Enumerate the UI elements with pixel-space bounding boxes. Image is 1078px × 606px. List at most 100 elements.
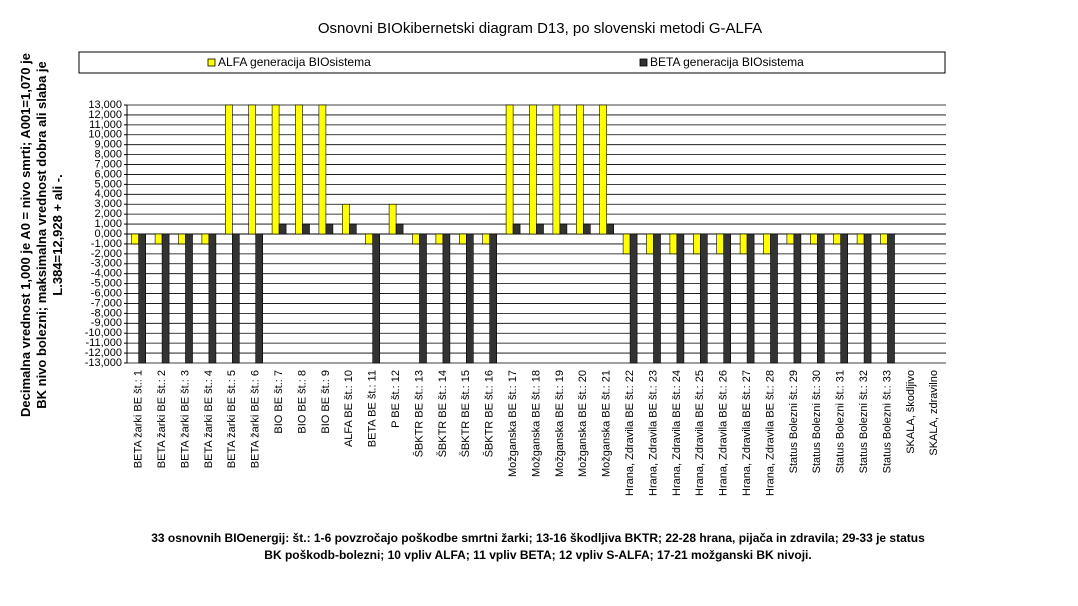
- x-tick-label: BETA žarki BE št.: 2: [156, 370, 168, 468]
- y-tick-label: 2,000: [94, 208, 122, 220]
- bar: [131, 233, 139, 245]
- bar: [599, 104, 608, 235]
- bar: [412, 233, 420, 245]
- y-axis-title: BK nivo bolezni; maksimalna vrednost dob…: [34, 61, 49, 408]
- x-tick-label: BETA žarki BE št.: 6: [250, 370, 262, 468]
- y-tick-label: 7,000: [94, 158, 122, 170]
- x-tick-label: Možganska BE št.: 19: [554, 370, 566, 477]
- x-tick-label: Status Bolezni št.: 32: [858, 370, 870, 473]
- x-tick-label: BETA žarki BE št.: 3: [179, 370, 191, 468]
- bar: [512, 223, 521, 235]
- x-tick-label: Hrana, Zdravila BE št.: 24: [671, 370, 683, 496]
- chart-title: Osnovni BIOkibernetski diagram D13, po s…: [318, 20, 762, 37]
- bar: [552, 104, 561, 235]
- y-axis-title: L.384=12,928 + ali -.: [50, 174, 65, 295]
- x-tick-label: Hrana, Zdravila BE št.: 28: [764, 370, 776, 496]
- y-tick-label: 8,000: [94, 149, 122, 161]
- bar: [138, 233, 146, 364]
- y-tick-label: -5,000: [91, 278, 122, 290]
- bar: [348, 223, 357, 235]
- bar: [225, 104, 233, 235]
- x-tick-label: ŠBKTR BE št.: 15: [459, 370, 472, 457]
- bar: [536, 223, 544, 235]
- y-tick-label: -11,000: [86, 337, 123, 349]
- y-tick-label: -1,000: [91, 238, 122, 250]
- bar: [863, 233, 872, 364]
- x-tick-label: Možganska BE št.: 20: [577, 370, 589, 477]
- x-tick-label: P BE št.: 12: [390, 370, 402, 428]
- y-tick-label: 12,000: [88, 109, 122, 121]
- legend-swatch: [639, 58, 648, 67]
- bar: [325, 223, 334, 235]
- y-axis-title: Decimalna vrednost 1,000 je A0 = nivo sm…: [18, 53, 33, 417]
- bar: [232, 233, 240, 364]
- bar: [529, 104, 537, 235]
- bar: [465, 233, 474, 364]
- bar: [419, 233, 427, 364]
- bar: [255, 233, 263, 364]
- bar: [880, 233, 888, 245]
- bar: [770, 233, 778, 364]
- bar: [395, 223, 404, 235]
- legend-label: BETA generacija BIOsistema: [650, 55, 804, 69]
- bar: [739, 233, 748, 255]
- y-tick-label: 6,000: [94, 168, 122, 180]
- legend-swatch: [207, 58, 216, 67]
- bar: [746, 233, 755, 364]
- bar: [793, 233, 802, 364]
- y-tick-label: -6,000: [91, 287, 122, 299]
- bar: [699, 233, 708, 364]
- bar: [295, 104, 303, 235]
- y-tick-label: 11,000: [89, 119, 122, 131]
- legend: [78, 51, 946, 74]
- y-tick-label: -4,000: [91, 268, 122, 280]
- bar: [341, 203, 350, 235]
- bar: [559, 223, 568, 235]
- y-tick-label: -12,000: [85, 347, 122, 359]
- x-tick-label: Možganska BE št.: 18: [530, 370, 542, 477]
- bar: [786, 233, 795, 245]
- x-tick-label: BIO BE št.: 8: [296, 370, 308, 434]
- x-tick-label: BIO BE št.: 7: [273, 370, 285, 434]
- bar: [763, 233, 771, 255]
- bar: [365, 233, 374, 245]
- x-tick-label: Status Bolezni št.: 33: [881, 370, 893, 473]
- bar: [816, 233, 825, 364]
- bar: [208, 233, 217, 364]
- caption: 33 osnovnih BIOenergij: št.: 1-6 povzroč…: [151, 531, 925, 545]
- y-tick-label: -10,000: [85, 327, 122, 339]
- x-tick-label: BIO BE št.: 9: [320, 370, 332, 434]
- x-tick-label: Status Bolezni št.: 29: [788, 370, 800, 473]
- bar: [185, 233, 193, 364]
- x-tick-label: BETA žarki BE št.: 5: [226, 370, 238, 468]
- x-tick-label: Status Bolezni št.: 31: [835, 370, 847, 473]
- x-tick-label: Status Bolezni št.: 30: [811, 370, 823, 473]
- bar: [154, 233, 163, 245]
- bar: [442, 233, 451, 364]
- y-tick-label: 10,000: [88, 129, 122, 141]
- y-tick-label: 9,000: [94, 139, 122, 151]
- bar: [271, 104, 280, 235]
- x-tick-label: SKALA, škodljivo: [905, 370, 917, 454]
- y-tick-label: 1,000: [94, 218, 122, 230]
- y-tick-label: -3,000: [91, 258, 122, 270]
- bar: [606, 223, 615, 235]
- bar: [318, 104, 327, 235]
- x-tick-label: Hrana, Zdravila BE št.: 23: [647, 370, 659, 496]
- bar: [669, 233, 678, 255]
- bar: [458, 233, 467, 245]
- bar: [161, 233, 170, 364]
- bar: [302, 223, 310, 235]
- y-tick-label: -13,000: [85, 357, 122, 369]
- bar: [435, 233, 444, 245]
- x-tick-label: ŠBKTR BE št.: 13: [412, 370, 425, 457]
- bar: [622, 233, 631, 255]
- bar: [489, 233, 498, 364]
- x-tick-label: Hrana, Zdravila BE št.: 25: [694, 370, 706, 496]
- bar: [248, 104, 256, 235]
- x-tick-label: SKALA, zdravilno: [928, 370, 940, 456]
- legend-label: ALFA generacija BIOsistema: [218, 55, 371, 69]
- x-tick-label: BETA BE št.: 11: [367, 370, 379, 447]
- bar: [833, 233, 842, 245]
